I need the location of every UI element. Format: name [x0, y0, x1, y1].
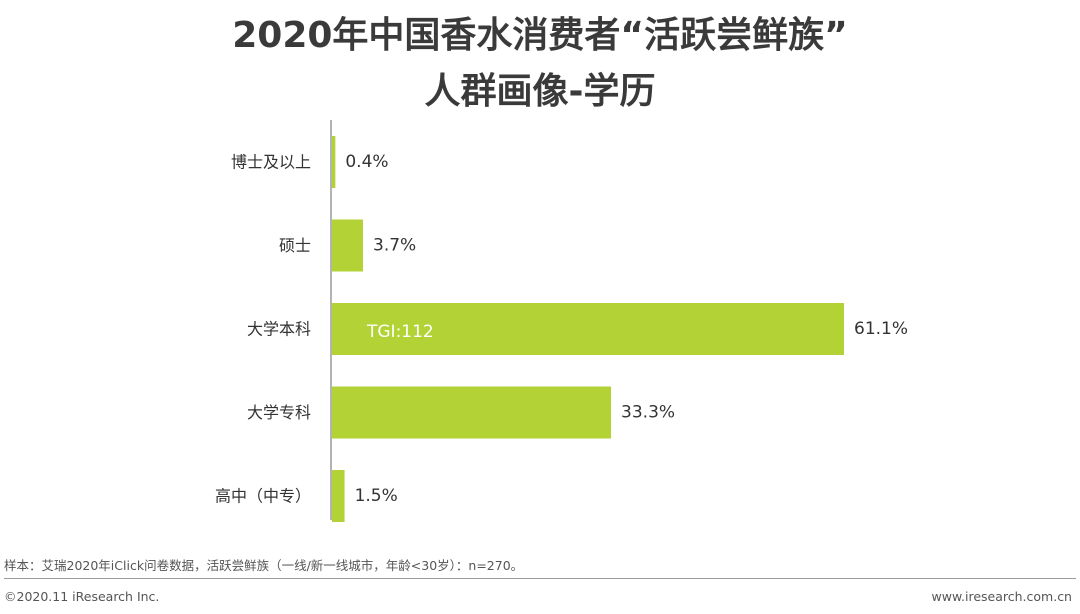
bar-3: [332, 386, 612, 439]
value-label: 61.1%: [854, 319, 908, 339]
sample-footnote: 样本：艾瑞2020年iClick问卷数据，活跃尝鲜族（一线/新一线城市，年龄<3…: [4, 558, 524, 573]
value-label: 1.5%: [355, 486, 398, 506]
website-url: www.iresearch.com.cn: [931, 589, 1073, 604]
category-label: 博士及以上: [231, 153, 311, 172]
category-label: 硕士: [279, 236, 311, 255]
category-label: 大学本科: [247, 320, 311, 339]
tgi-annotation: TGI:112: [366, 322, 434, 342]
copyright-text: ©2020.11 iResearch Inc.: [4, 589, 160, 604]
chart-title-line-1: 2020年中国香水消费者“活跃尝鲜族”: [232, 15, 848, 56]
value-label: 3.7%: [373, 236, 416, 256]
category-label: 大学专科: [247, 403, 311, 422]
value-label: 33.3%: [621, 403, 675, 423]
bar-4: [332, 470, 345, 522]
bar-0: [332, 136, 336, 188]
bar-chart: 博士及以上 0.4% 硕士 3.7% 大学本科 61.1% TGI:112 大学专科 33.3%…: [215, 120, 908, 522]
bar-1: [332, 219, 364, 272]
footer-divider: [4, 578, 1076, 579]
category-label: 高中（中专）: [215, 487, 311, 506]
value-label: 0.4%: [345, 152, 388, 172]
chart-title-line-2: 人群画像-学历: [424, 71, 656, 112]
bar-2: [332, 303, 844, 355]
